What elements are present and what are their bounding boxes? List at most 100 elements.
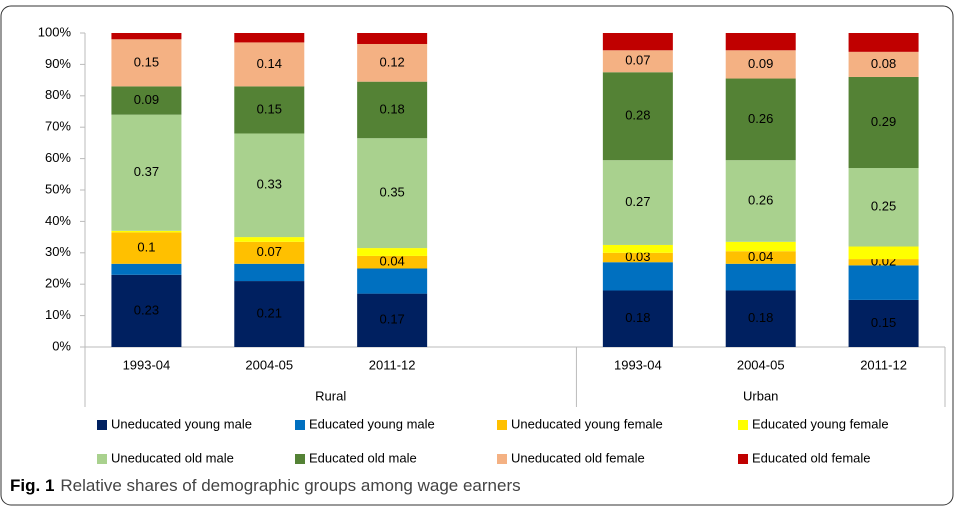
bar-segment (234, 241, 305, 264)
y-tick-label: 10% (45, 307, 71, 322)
x-tick-label: 2004-05 (245, 357, 293, 372)
data-label: 0.14 (257, 56, 282, 71)
data-label: 0.08 (871, 56, 896, 71)
data-label: 0.15 (257, 101, 282, 116)
bar-segment (111, 263, 182, 275)
data-label: 0.26 (748, 192, 773, 207)
data-label: 0.04 (748, 249, 773, 264)
caption: Fig. 1 Relative shares of demographic gro… (10, 476, 521, 495)
data-label: 0.15 (871, 315, 896, 330)
bar-segment (848, 76, 919, 169)
legend-label: Uneducated young female (511, 416, 663, 431)
legend-swatch (97, 454, 107, 464)
legend-swatch (97, 420, 107, 430)
legend-label: Educated young female (752, 416, 889, 431)
bar-segment (602, 262, 673, 291)
data-label: 0.18 (379, 101, 404, 116)
data-label: 0.07 (257, 244, 282, 259)
y-tick-label: 100% (38, 24, 72, 39)
y-tick-label: 80% (45, 87, 71, 102)
caption-label: Fig. 1 (10, 476, 54, 495)
y-tick-label: 40% (45, 213, 71, 228)
legend-swatch (738, 454, 748, 464)
bar-segment (357, 268, 428, 294)
data-label: 0.09 (748, 56, 773, 71)
bar-segment (234, 42, 305, 87)
bar-segment (234, 237, 305, 242)
bar-segment (725, 160, 796, 242)
bar-segment (725, 78, 796, 161)
legend-label: Uneducated young male (111, 416, 252, 431)
bar-segment (234, 33, 305, 43)
bar-segment (602, 72, 673, 161)
legend-swatch (497, 420, 507, 430)
data-label: 0.37 (134, 164, 159, 179)
bar-segment (725, 263, 796, 291)
bar-segment (111, 114, 182, 231)
legend-swatch (738, 420, 748, 430)
bar-segment (111, 86, 182, 115)
data-label: 0.18 (748, 310, 773, 325)
bar-segment (725, 50, 796, 79)
legend-swatch (497, 454, 507, 464)
bar-segment (848, 168, 919, 247)
y-tick-label: 20% (45, 276, 71, 291)
bar-segment (848, 51, 919, 77)
y-tick-label: 30% (45, 244, 71, 259)
x-tick-label: 1993-04 (123, 357, 171, 372)
bar-segment (848, 265, 919, 300)
legend-swatch (295, 420, 305, 430)
data-label: 0.1 (137, 240, 155, 255)
y-tick-label: 0% (52, 338, 71, 353)
data-label: 0.15 (134, 54, 159, 69)
legend-label: Uneducated old female (511, 450, 645, 465)
data-label: 0.33 (257, 177, 282, 192)
legend-swatch (295, 454, 305, 464)
data-label: 0.04 (379, 254, 404, 269)
bar-segment (357, 248, 428, 256)
bar-segment (725, 290, 796, 347)
data-label: 0.21 (257, 305, 282, 320)
x-tick-label: 2011-12 (860, 357, 907, 372)
bar-segment (725, 33, 796, 51)
bar-segment (848, 259, 919, 266)
x-tick-label: 1993-04 (614, 357, 662, 372)
bar-segment (602, 33, 673, 51)
bar-segment (848, 33, 919, 52)
bar-segment (848, 246, 919, 260)
data-label: 0.28 (625, 108, 650, 123)
y-tick-label: 70% (45, 119, 71, 134)
y-tick-label: 90% (45, 56, 71, 71)
data-label: 0.29 (871, 114, 896, 129)
bar-segment (357, 43, 428, 82)
data-label: 0.12 (379, 54, 404, 69)
bar-segment (602, 160, 673, 245)
bar-segment (111, 232, 182, 264)
bar-segment (234, 263, 305, 282)
bar-segment (357, 138, 428, 249)
data-label: 0.26 (748, 111, 773, 126)
bar-segment (357, 81, 428, 139)
x-tick-label: 2004-05 (737, 357, 785, 372)
data-label: 0.17 (379, 312, 404, 327)
bar-segment (602, 252, 673, 263)
data-label: 0.35 (379, 185, 404, 200)
bar-segment (357, 33, 428, 44)
legend-label: Uneducated old male (111, 450, 234, 465)
data-label: 0.18 (625, 310, 650, 325)
legend-label: Educated old male (309, 450, 417, 465)
bar-segment (234, 86, 305, 134)
data-label: 0.23 (134, 302, 159, 317)
data-label: 0.25 (871, 199, 896, 214)
bar-segment (725, 241, 796, 252)
legend-label: Educated young male (309, 416, 435, 431)
data-label: 0.09 (134, 92, 159, 107)
bar-segment (234, 281, 305, 347)
group-label: Urban (743, 388, 778, 403)
bar-segment (602, 244, 673, 253)
bar-segment (848, 299, 919, 347)
bar-segment (602, 290, 673, 347)
x-tick-label: 2011-12 (369, 357, 416, 372)
bar-segment (234, 133, 305, 238)
